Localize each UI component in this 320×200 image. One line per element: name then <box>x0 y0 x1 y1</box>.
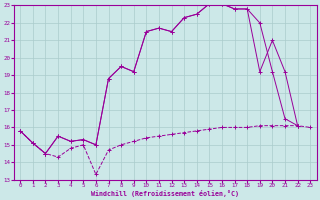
X-axis label: Windchill (Refroidissement éolien,°C): Windchill (Refroidissement éolien,°C) <box>91 190 239 197</box>
